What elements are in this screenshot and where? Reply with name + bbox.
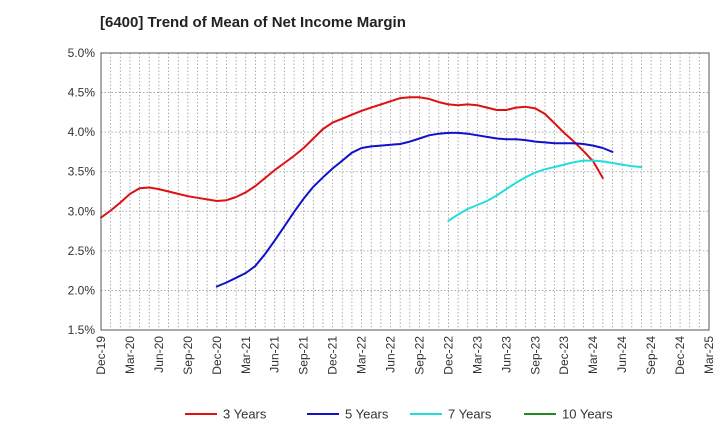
series-lines <box>100 96 643 288</box>
series-line-5-years <box>215 131 614 288</box>
x-tick-label: Mar-23 <box>470 336 484 374</box>
x-tick-label: Sep-20 <box>181 336 195 375</box>
axes <box>100 52 710 331</box>
series-line-7-years <box>447 159 643 222</box>
x-tick-label: Sep-21 <box>297 336 311 375</box>
chart-title: [6400] Trend of Mean of Net Income Margi… <box>100 14 406 31</box>
series-line-3-years <box>100 96 604 219</box>
legend-label-3-years: 3 Years <box>223 407 267 422</box>
x-tick-label: Dec-22 <box>441 336 455 375</box>
x-tick-label: Jun-21 <box>268 336 282 373</box>
x-tick-label: Dec-21 <box>326 336 340 375</box>
x-tick-label: Jun-20 <box>152 336 166 373</box>
x-tick-label: Sep-23 <box>528 336 542 375</box>
y-tick-label: 4.0% <box>68 125 96 139</box>
x-tick-label: Mar-24 <box>586 336 600 374</box>
x-tick-label: Mar-22 <box>355 336 369 374</box>
y-tick-label: 4.5% <box>68 86 96 100</box>
x-tick-label: Mar-21 <box>239 336 253 374</box>
x-tick-label: Mar-20 <box>123 336 137 374</box>
y-tick-label: 5.0% <box>68 46 96 60</box>
legend: 3 Years 5 Years 7 Years 10 Years <box>185 407 613 422</box>
y-tick-label: 2.0% <box>68 283 96 297</box>
x-tick-label: Dec-20 <box>210 336 224 375</box>
x-tick-label: Sep-24 <box>644 336 658 375</box>
legend-label-7-years: 7 Years <box>448 407 492 422</box>
y-axis-ticks: 1.5% 2.0% 2.5% 3.0% 3.5% 4.0% 4.5% 5.0% <box>68 46 96 337</box>
x-tick-label: Dec-19 <box>94 336 108 375</box>
legend-label-5-years: 5 Years <box>345 407 389 422</box>
x-axis-ticks: Dec-19 Mar-20 Jun-20 Sep-20 Dec-20 Mar-21 Jun-… <box>94 336 716 375</box>
plot-area <box>101 53 709 330</box>
x-tick-label: Dec-24 <box>673 336 687 375</box>
y-tick-label: 2.5% <box>68 244 96 258</box>
x-tick-label: Dec-23 <box>557 336 571 375</box>
grid-lines <box>100 52 710 331</box>
x-tick-label: Sep-22 <box>412 336 426 375</box>
plot-border <box>100 52 710 331</box>
x-tick-label: Jun-24 <box>615 336 629 373</box>
y-tick-label: 1.5% <box>68 323 96 337</box>
x-tick-label: Jun-23 <box>499 336 513 373</box>
x-tick-label: Mar-25 <box>702 336 716 374</box>
legend-label-10-years: 10 Years <box>562 407 613 422</box>
x-tick-label: Jun-22 <box>384 336 398 373</box>
y-tick-label: 3.5% <box>68 165 96 179</box>
y-tick-label: 3.0% <box>68 204 96 218</box>
